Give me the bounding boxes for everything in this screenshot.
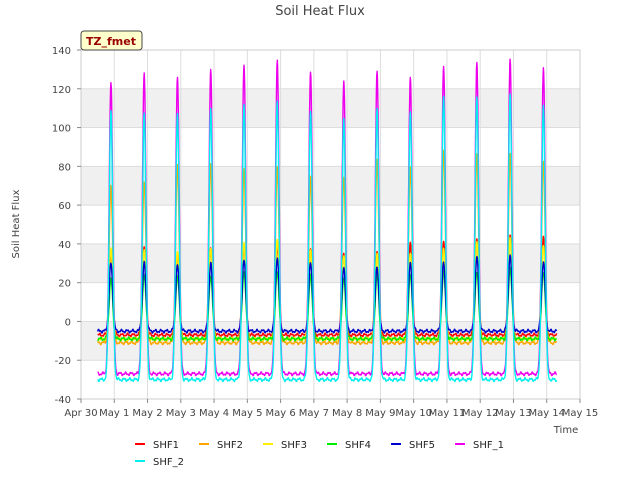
series-line-shf-2 bbox=[97, 93, 558, 383]
legend-label: SHF5 bbox=[409, 440, 435, 451]
plot-band bbox=[81, 243, 580, 283]
legend-label: SHF_2 bbox=[153, 457, 184, 468]
x-tick-label: May 8 bbox=[332, 408, 362, 419]
axes: -40 -20 0 20 40 60 80 100 120 140 Apr 30 May 1 May 2… bbox=[52, 46, 598, 419]
x-tick-label: May 4 bbox=[199, 408, 229, 419]
badge-box bbox=[80, 30, 143, 51]
legend: SHF1 SHF2 SHF3 SHF4 SHF5 SHF_1 SHF_2 bbox=[135, 440, 504, 468]
y-tick-label: -40 bbox=[55, 395, 71, 406]
series-layer bbox=[96, 58, 558, 383]
y-tick-label: 20 bbox=[58, 279, 71, 290]
y-tick-label: 80 bbox=[58, 162, 71, 173]
legend-label: SHF4 bbox=[345, 440, 371, 451]
x-axis-label: Time bbox=[553, 425, 578, 436]
legend-label: SHF1 bbox=[153, 440, 179, 451]
x-tick-label: Apr 30 bbox=[64, 408, 97, 419]
x-tick-label: May 5 bbox=[232, 408, 262, 419]
x-tick-label: May 15 bbox=[562, 408, 599, 419]
x-tick-label: May 14 bbox=[528, 408, 565, 419]
chart-title: Soil Heat Flux bbox=[275, 4, 365, 19]
legend-label: SHF_1 bbox=[473, 440, 504, 451]
badge-label: TZ_fmet bbox=[86, 35, 136, 48]
y-tick-label: 0 bbox=[65, 317, 71, 328]
y-tick-label: -20 bbox=[55, 356, 71, 367]
x-tick-label: May 2 bbox=[132, 408, 162, 419]
x-tick-label: May 12 bbox=[462, 408, 499, 419]
y-axis-label: Soil Heat Flux bbox=[11, 189, 22, 258]
y-tick-label: 100 bbox=[52, 124, 71, 135]
x-tick-label: May 13 bbox=[495, 408, 532, 419]
y-tick-label: 40 bbox=[58, 240, 71, 251]
y-tick-label: 140 bbox=[52, 46, 71, 57]
plot-band bbox=[81, 88, 580, 128]
plot-frame bbox=[80, 49, 581, 400]
plot-band bbox=[81, 166, 580, 206]
badge: TZ_fmet bbox=[80, 30, 143, 51]
x-tick-label: May 1 bbox=[99, 408, 129, 419]
x-tick-label: May 10 bbox=[395, 408, 432, 419]
x-tick-label: May 11 bbox=[429, 408, 466, 419]
x-tick-label: May 7 bbox=[299, 408, 329, 419]
x-tick-label: May 6 bbox=[265, 408, 295, 419]
x-tick-label: May 9 bbox=[365, 408, 395, 419]
plot-area bbox=[81, 50, 580, 399]
y-tick-label: 120 bbox=[52, 85, 71, 96]
legend-label: SHF2 bbox=[217, 440, 243, 451]
y-tick-label: 60 bbox=[58, 201, 71, 212]
legend-label: SHF3 bbox=[281, 440, 307, 451]
x-tick-label: May 3 bbox=[166, 408, 196, 419]
